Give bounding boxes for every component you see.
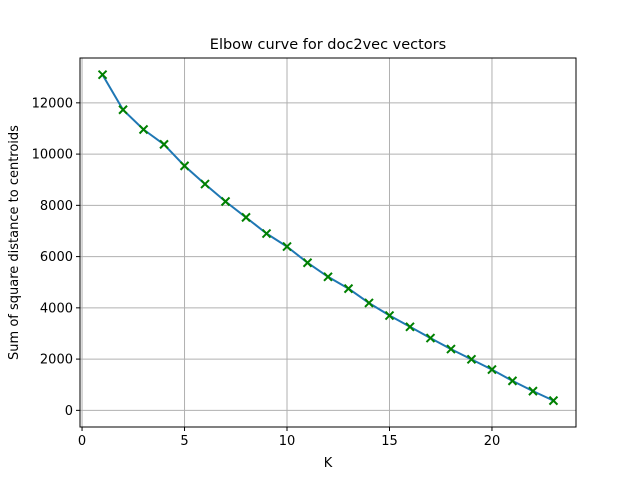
series [97, 69, 559, 406]
y-axis-label: Sum of square distance to centroids [7, 125, 22, 360]
data-point-marker [220, 196, 231, 207]
axes-frame [79, 57, 577, 428]
data-point-marker [405, 322, 415, 332]
grid [80, 58, 576, 427]
data-point-marker [507, 376, 518, 386]
data-point-marker [384, 310, 395, 321]
x-tick-label: 15 [381, 434, 398, 449]
data-point-marker [282, 241, 292, 252]
data-point-marker [302, 258, 313, 268]
data-point-marker [364, 298, 374, 308]
y-tick-label: 12000 [32, 96, 73, 111]
y-tick-label: 2000 [40, 353, 73, 368]
y-tick-label: 0 [65, 404, 73, 419]
x-tick-label: 5 [180, 434, 188, 449]
data-point-marker [118, 105, 128, 115]
y-tick-label: 8000 [40, 199, 73, 214]
data-point-marker [179, 161, 190, 171]
data-point-marker [323, 272, 333, 282]
data-point-marker [97, 69, 108, 80]
series-line [101, 74, 554, 402]
y-axis-ticks: 0 2000 4000 6000 8000 10000 12000 [32, 96, 80, 419]
data-point-marker [425, 333, 436, 343]
data-point-marker [528, 386, 538, 396]
data-point-marker [200, 179, 210, 189]
x-tick-label: 10 [279, 434, 296, 449]
y-tick-label: 6000 [40, 250, 73, 265]
data-point-marker [487, 364, 497, 375]
y-tick-label: 10000 [32, 148, 73, 163]
y-tick-label: 4000 [40, 301, 73, 316]
data-point-marker [138, 124, 149, 135]
data-point-marker [343, 283, 354, 294]
x-axis-label: K [324, 456, 333, 471]
x-tick-label: 0 [78, 434, 86, 449]
data-point-marker [261, 228, 272, 239]
data-point-marker [466, 354, 477, 365]
data-point-marker [446, 344, 456, 354]
data-point-marker [159, 139, 169, 150]
chart-title: Elbow curve for doc2vec vectors [210, 37, 446, 53]
x-tick-label: 20 [484, 434, 501, 449]
x-axis-ticks: 0 5 10 15 20 [78, 427, 500, 449]
data-point-marker [241, 212, 251, 223]
data-point-marker [548, 395, 559, 406]
